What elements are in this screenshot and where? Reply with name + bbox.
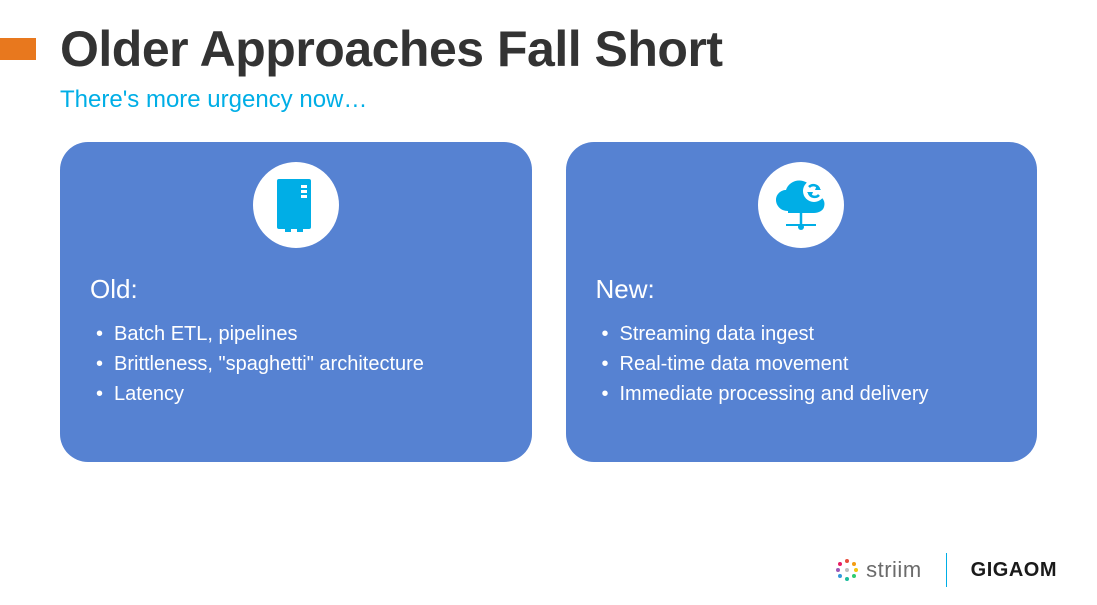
card-old-list: Batch ETL, pipelines Brittleness, "spagh… (90, 319, 502, 409)
list-item: Real-time data movement (602, 349, 1008, 379)
card-new-heading: New: (596, 274, 1008, 305)
list-item: Batch ETL, pipelines (96, 319, 502, 349)
striim-logo-icon (834, 557, 860, 583)
card-old: Old: Batch ETL, pipelines Brittleness, "… (60, 142, 532, 462)
list-item: Brittleness, "spaghetti" architecture (96, 349, 502, 379)
cards-container: Old: Batch ETL, pipelines Brittleness, "… (0, 114, 1097, 462)
list-item: Streaming data ingest (602, 319, 1008, 349)
footer-logos: striim GIGAOM (834, 553, 1057, 587)
server-icon (253, 162, 339, 248)
striim-logo-text: striim (866, 557, 922, 583)
cloud-sync-icon (758, 162, 844, 248)
list-item: Immediate processing and delivery (602, 379, 1008, 409)
striim-logo: striim (834, 557, 922, 583)
list-item: Latency (96, 379, 502, 409)
card-new-list: Streaming data ingest Real-time data mov… (596, 319, 1008, 409)
slide-subtitle: There's more urgency now… (60, 86, 1037, 114)
accent-bar (0, 38, 36, 60)
card-new: New: Streaming data ingest Real-time dat… (566, 142, 1038, 462)
slide-title: Older Approaches Fall Short (60, 20, 1037, 78)
footer-divider (946, 553, 947, 587)
card-old-heading: Old: (90, 274, 502, 305)
gigaom-logo: GIGAOM (971, 559, 1057, 582)
